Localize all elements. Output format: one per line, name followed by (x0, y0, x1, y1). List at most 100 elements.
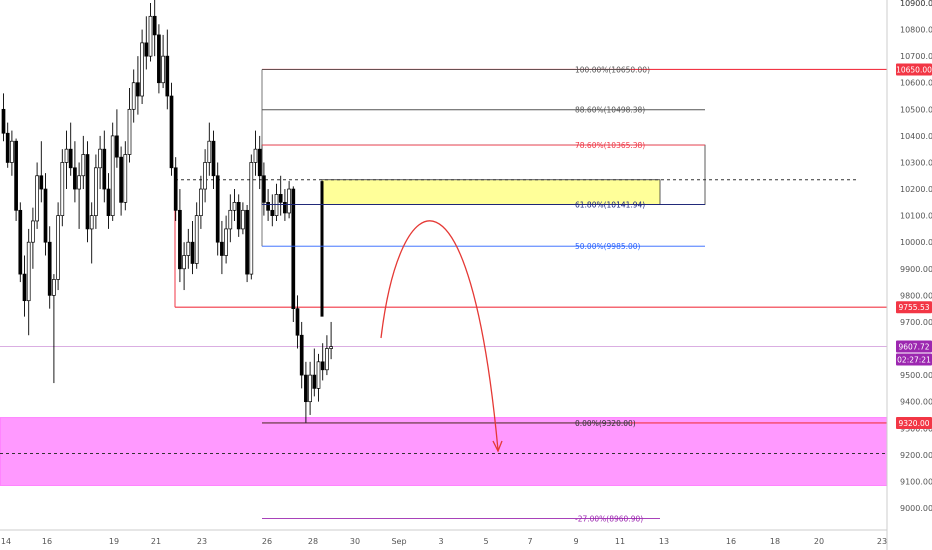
candle-body (241, 209, 245, 230)
candle-body (161, 55, 165, 84)
candle-body (1, 108, 6, 134)
tag-timer-text: 02:27:21 (897, 355, 931, 364)
candle-body (278, 194, 283, 203)
candle-body (199, 188, 203, 216)
projection-arrowhead (492, 440, 503, 453)
price-tick-label: 9800.00 (900, 291, 932, 300)
time-tick-label: 3 (438, 537, 443, 546)
candle-body (98, 148, 102, 169)
candle-body (35, 175, 39, 222)
price-tick-label: 9700.00 (900, 318, 932, 327)
price-tags: 10650.00 9755.53 9607.72 02:27:21 9320.00 (896, 63, 932, 429)
time-tick-label: 23 (877, 537, 887, 546)
candle-body (169, 95, 174, 169)
candle-body (194, 215, 199, 264)
candle-body (228, 209, 233, 230)
candle-body (115, 135, 119, 158)
time-axis[interactable]: 14 16 19 21 23 26 28 30 Sep 3 5 7 9 11 13 16 18 20 23 (0, 529, 887, 546)
candle-body (64, 148, 69, 163)
candle-body (232, 201, 237, 211)
candle-body (316, 361, 321, 389)
candle-body (110, 135, 115, 216)
price-tick-label: 10700.00 (900, 52, 932, 61)
price-tick-label: 9400.00 (900, 398, 932, 407)
price-tick-label: 10000.00 (900, 238, 932, 247)
fib-level-label: 61.80%(10141.94) (575, 200, 645, 209)
demand-zone[interactable] (0, 417, 888, 486)
candle-body (102, 148, 107, 190)
candle-body (262, 175, 266, 203)
candle-body (283, 201, 287, 214)
candle-body (43, 188, 48, 243)
candle-body (26, 241, 31, 302)
time-tick-label: 23 (197, 537, 207, 546)
candle-body (85, 154, 90, 230)
price-tick-label: 10800.00 (900, 26, 932, 35)
tag-9320-text: 9320.00 (898, 419, 929, 428)
time-tick-label: Sep (391, 537, 406, 546)
fib-level-label: 50.00%(9985.00) (575, 242, 641, 251)
candle-body (312, 374, 317, 389)
candle-body (320, 361, 325, 371)
projection-arrow[interactable] (380, 220, 503, 453)
candle-body (215, 175, 220, 243)
candle-body (257, 148, 262, 177)
time-tick-label: 30 (350, 537, 360, 546)
candle-body (22, 273, 27, 302)
candle-body (131, 82, 136, 110)
candle-body (182, 255, 186, 270)
fibonacci-retracement[interactable]: 100.00%(10650.00) 88.60%(10498.38) 78.60%(… (261, 65, 706, 523)
price-tick-label: 10200.00 (900, 185, 932, 194)
candle-body (14, 140, 18, 211)
candle-body (270, 209, 275, 216)
candles-layer (1, 0, 333, 423)
tag-10650-box (896, 63, 932, 76)
tag-9755-text: 9755.53 (898, 303, 929, 312)
candle-body (236, 201, 241, 230)
fib-level-label: 78.60%(10365.38) (575, 141, 645, 150)
projection-arc (380, 220, 499, 451)
candle-body (68, 148, 73, 169)
candle-body (291, 188, 296, 310)
price-tick-label: 9000.00 (900, 504, 932, 513)
candle-body (157, 34, 161, 84)
candle-body (94, 167, 98, 216)
tag-9755-box (896, 301, 932, 314)
time-tick-label: 26 (262, 537, 272, 546)
candle-body (186, 241, 191, 256)
candle-body (152, 15, 157, 36)
candle-body (249, 162, 254, 275)
time-tick-label: 5 (483, 537, 488, 546)
time-tick-label: 13 (659, 537, 669, 546)
candle-body (77, 175, 81, 190)
candle-body (274, 194, 279, 216)
time-tick-label: 9 (573, 537, 578, 546)
time-tick-label: 21 (151, 537, 161, 546)
tag-timer-box (896, 353, 932, 366)
candle-body (5, 132, 10, 163)
time-tick-label: 28 (308, 537, 318, 546)
price-tick-label: 9100.00 (900, 477, 932, 486)
price-tick-label: 9900.00 (900, 265, 932, 274)
candle-body (52, 279, 56, 296)
candle-body (308, 374, 312, 403)
price-tick-label: 10900.00 (900, 0, 932, 8)
price-tick-label: 10400.00 (900, 132, 932, 141)
candle-body (266, 201, 270, 211)
tag-9607-text: 9607.72 (898, 342, 929, 351)
price-tick-label: 10900.00 (900, 0, 932, 8)
price-axis[interactable]: 9000.009100.009200.009300.009400.009500.… (886, 0, 932, 550)
price-tick-label: 10500.00 (900, 105, 932, 114)
supply-zone[interactable] (321, 179, 661, 205)
candle-body (329, 346, 333, 349)
candle-body (178, 209, 182, 270)
candle-body (60, 162, 65, 216)
candle-body (148, 15, 153, 57)
time-tick-label: 16 (726, 537, 736, 546)
candle-body (165, 55, 170, 97)
candle-body (106, 188, 111, 216)
candle-body (140, 42, 144, 97)
candle-body (47, 241, 52, 296)
price-tick-label: 10300.00 (900, 158, 932, 167)
